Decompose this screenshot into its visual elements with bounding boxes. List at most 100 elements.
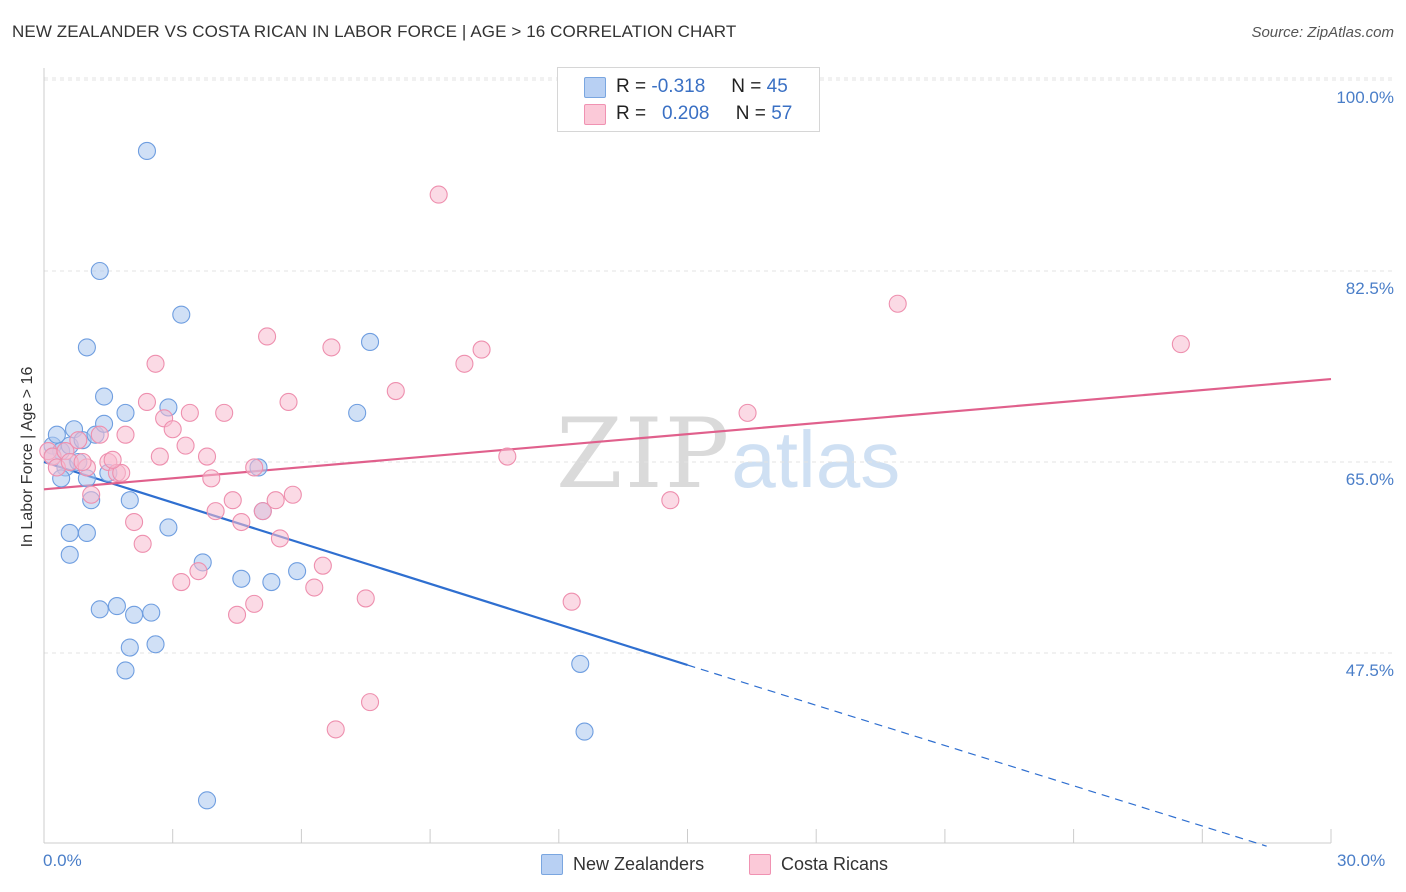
new-zealander-point [90, 600, 109, 619]
costa-rican-point [69, 431, 88, 450]
costa-rican-point [172, 573, 191, 592]
costa-rican-point [455, 354, 474, 373]
new-zealander-point [571, 654, 590, 673]
new-zealander-point [232, 569, 251, 588]
costa-rican-point [322, 338, 341, 357]
stats-row-blue: R = -0.318 N = 45 [616, 75, 788, 99]
costa-rican-point [163, 420, 182, 439]
n-label: N = [731, 76, 762, 97]
new-zealander-point [90, 261, 109, 281]
stats-row-pink: R = 0.208 N = 57 [616, 102, 792, 126]
costa-rican-point [189, 562, 208, 581]
new-zealander-point [360, 332, 380, 351]
new-zealander-point [142, 603, 161, 622]
costa-rican-point [206, 502, 225, 521]
costa-rican-point [228, 605, 247, 624]
new-zealander-trend-line-extension [687, 664, 1267, 847]
costa-rican-point [429, 185, 448, 204]
new-zealander-point [197, 791, 217, 810]
costa-rican-point [150, 447, 169, 466]
costa-rican-point [90, 425, 109, 444]
new-zealander-point [172, 305, 191, 324]
n-value: 45 [766, 76, 788, 97]
new-zealander-point [60, 523, 79, 542]
r-value: 0.208 [661, 103, 710, 124]
new-zealander-point [120, 638, 139, 657]
new-zealander-point [120, 491, 139, 510]
costa-rican-point [888, 294, 907, 313]
chart-title: NEW ZEALANDER VS COSTA RICAN IN LABOR FO… [12, 22, 737, 41]
costa-rican-point [498, 447, 517, 466]
costa-rican-point [313, 556, 332, 575]
new-zealander-point [77, 338, 96, 357]
source-label: Source: ZipAtlas.com [1251, 24, 1394, 41]
costa-rican-point [146, 354, 165, 373]
y-tick-label: 65.0% [1345, 470, 1394, 489]
costa-rican-point [112, 463, 131, 482]
costa-rican-point [1171, 335, 1190, 354]
costa-rican-point [738, 403, 757, 422]
y-tick-label: 47.5% [1345, 661, 1394, 680]
new-zealander-point [137, 141, 157, 160]
costa-rican-point [253, 502, 272, 521]
new-zealander-point [288, 562, 307, 581]
legend-item-costa-ricans[interactable]: Costa Ricans [749, 852, 888, 876]
costa-rican-point [258, 327, 277, 346]
costa-rican-point [197, 447, 217, 466]
new-zealander-point [348, 403, 367, 422]
new-zealander-point [146, 635, 165, 654]
costa-rican-point [562, 592, 581, 611]
legend-label: Costa Ricans [781, 853, 889, 874]
costa-rican-point [232, 512, 251, 532]
costa-rican-point [472, 340, 491, 359]
costa-rican-point [223, 491, 242, 510]
new-zealander-point [116, 403, 135, 422]
costa-rican-point [202, 469, 221, 488]
n-value: 57 [771, 103, 793, 124]
costa-rican-point [661, 491, 680, 510]
costa-rican-point [283, 485, 302, 504]
legend-pink-swatch [749, 853, 771, 875]
costa-rican-point [215, 403, 234, 422]
point-layer [39, 141, 1190, 810]
legend-blue-swatch [541, 853, 563, 875]
new-zealander-point [159, 518, 178, 537]
new-zealander-point [95, 387, 114, 406]
new-zealander-point [77, 523, 96, 542]
x-tick-label-min: 0.0% [43, 851, 82, 870]
r-label: R = [616, 76, 647, 97]
costa-rican-point [176, 436, 195, 455]
costa-rican-point [279, 392, 298, 412]
axis-layer [43, 68, 1332, 844]
costa-rican-point [73, 452, 92, 472]
costa-rican-point [305, 578, 324, 597]
costa-rican-point [356, 589, 375, 608]
new-zealander-point [116, 661, 135, 680]
y-tick-label: 82.5% [1345, 279, 1394, 298]
costa-rican-point [103, 450, 122, 469]
legend-label: New Zealanders [573, 853, 705, 874]
pink-swatch [584, 104, 606, 125]
new-zealander-point [107, 597, 126, 616]
legend-item-new-zealanders[interactable]: New Zealanders [541, 852, 704, 876]
r-label: R = [616, 103, 647, 124]
costa-rican-point [137, 392, 157, 412]
new-zealander-trend-line [43, 460, 688, 667]
n-label: N = [735, 103, 766, 124]
new-zealander-point [262, 573, 281, 592]
new-zealander-point [125, 605, 144, 624]
y-axis-label: In Labor Force | Age > 16 [19, 366, 36, 548]
costa-rican-point [180, 403, 199, 422]
costa-rican-point [245, 458, 264, 477]
blue-swatch [584, 77, 606, 98]
costa-rican-point [386, 382, 405, 401]
grid-layer [44, 77, 1394, 654]
costa-rican-point [245, 594, 264, 613]
costa-rican-point [360, 693, 380, 712]
costa-rican-trend-line [43, 377, 1332, 491]
new-zealander-point [575, 722, 594, 741]
costa-rican-point [82, 485, 101, 504]
costa-rican-point [270, 529, 290, 548]
x-tick-label-max: 30.0% [1337, 851, 1386, 870]
